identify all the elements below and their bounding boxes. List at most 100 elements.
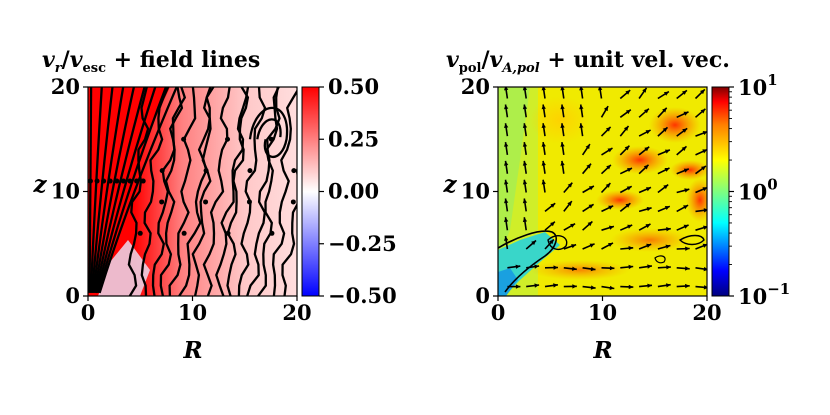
velocity-vector-head [531, 240, 536, 246]
field-line [140, 87, 170, 296]
field-line [202, 87, 231, 296]
field-line [92, 87, 125, 294]
field-line-arrow [225, 136, 231, 142]
field-line [95, 87, 157, 294]
velocity-vector-head [522, 123, 528, 128]
velocity-vector-head [666, 227, 671, 232]
left-x-axis-label: R [182, 337, 202, 364]
velocity-vector-head [643, 164, 649, 170]
field-line-arrow [140, 178, 146, 184]
velocity-vector-head [702, 243, 707, 248]
velocity-vectors [504, 87, 707, 290]
velocity-vector-head [685, 266, 690, 271]
velocity-vector-head [504, 217, 509, 223]
velocity-vector-head [608, 225, 614, 230]
velocity-vector-head [626, 186, 632, 191]
field-line-arrow [101, 178, 107, 184]
field-line-arrow [290, 199, 296, 205]
y-tick-label: 0 [475, 283, 490, 308]
velocity-vector-head [534, 283, 540, 288]
velocity-vector-head [522, 160, 528, 166]
field-line-arrow [291, 168, 297, 174]
velocity-vector-head [567, 182, 573, 188]
velocity-vector-head [541, 160, 546, 166]
velocity-vector-head [550, 203, 556, 208]
velocity-vector-head [504, 236, 509, 241]
velocity-vector-head [625, 109, 631, 115]
velocity-vector-head [515, 284, 521, 289]
velocity-vector-head [567, 201, 572, 206]
velocity-vector-head [666, 265, 671, 270]
velocity-vector-head [700, 108, 706, 114]
colorbar-tick-label: −0.25 [328, 231, 397, 256]
field-line [226, 87, 250, 296]
velocity-vector-head [665, 244, 671, 249]
velocity-vector-head [647, 264, 652, 269]
velocity-vector-head [585, 144, 590, 150]
velocity-vector-head [703, 208, 707, 213]
velocity-vector-head [541, 179, 546, 185]
velocity-vector-head [504, 198, 509, 204]
velocity-vector-head [587, 221, 593, 227]
velocity-vector-head [644, 108, 649, 114]
right-colorbar-ticks: 101 100 10−1 [729, 71, 790, 309]
velocity-vector-head [560, 104, 565, 110]
velocity-vector-head [628, 246, 634, 251]
velocity-vector-head [504, 160, 509, 166]
velocity-vector-head [560, 87, 565, 91]
colorbar-tick-label: 100 [738, 176, 778, 205]
velocity-vector-head [608, 205, 614, 210]
velocity-vector-head [703, 285, 707, 290]
velocity-vector-head [605, 126, 611, 132]
velocity-vector-head [504, 142, 509, 147]
velocity-vector-head [504, 87, 509, 91]
y-tick-label: 20 [461, 74, 490, 99]
velocity-vector-head [609, 266, 615, 271]
field-line-arrow [88, 178, 93, 184]
left-y-axis-label: z [32, 171, 47, 198]
field-line [93, 87, 136, 294]
velocity-vector-head [683, 205, 689, 210]
velocity-vector-head [647, 283, 652, 288]
colorbar-tick-label: 0.50 [328, 74, 379, 99]
velocity-vector-head [625, 203, 631, 208]
velocity-vector-head [625, 90, 631, 95]
field-loop [248, 107, 289, 159]
yellow-patch-1 [530, 96, 590, 144]
contour-line-1 [498, 230, 557, 293]
colorbar-tick-label: 10−1 [738, 280, 790, 309]
field-line-arrow [181, 230, 187, 236]
x-tick-label: 20 [692, 300, 721, 325]
velocity-vector-head [644, 146, 650, 152]
velocity-vector-head [541, 104, 546, 110]
field-line [97, 87, 168, 294]
field-line-arrow [120, 178, 126, 184]
velocity-vector-head [522, 104, 528, 110]
velocity-vector-head [683, 111, 689, 116]
y-tick-label: 10 [461, 179, 490, 204]
velocity-vector-head [504, 104, 509, 110]
velocity-vector-head [702, 131, 707, 136]
field-line-arrow [114, 178, 120, 184]
velocity-vector-head [541, 142, 546, 147]
right-y-axis-label: z [442, 171, 457, 198]
field-line-arrow [159, 199, 165, 205]
colorbar-tick-label: −0.50 [328, 283, 397, 308]
hot-patch-5 [596, 190, 644, 210]
left-colorbar-ticks: −0.50 −0.25 0.00 0.25 0.50 [319, 74, 397, 308]
velocity-vector-head [664, 168, 670, 172]
left-colorbar [301, 86, 320, 297]
velocity-vector-head [570, 223, 576, 228]
y-tick-label: 20 [51, 74, 80, 99]
velocity-vector-head [628, 284, 634, 290]
field-line-arrow [269, 230, 275, 236]
hot-patch-2 [670, 160, 707, 180]
velocity-vector-head [685, 283, 690, 289]
velocity-vector-head [608, 242, 613, 247]
hot-patch-7 [530, 260, 630, 280]
velocity-vector-head [560, 142, 565, 147]
velocity-vector-head [588, 204, 594, 209]
right-chart: vpol/vA,pol + unit vel. vec. 0 10 2001020 … [442, 47, 790, 364]
velocity-vector-head [522, 142, 528, 147]
velocity-vector-head [627, 224, 633, 229]
